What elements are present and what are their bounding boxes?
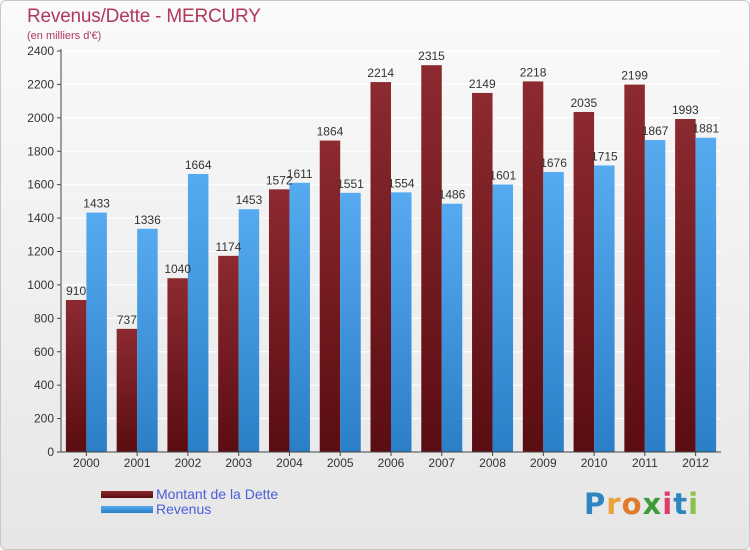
y-tick-label: 0 bbox=[47, 445, 54, 459]
data-label-dette: 2199 bbox=[621, 69, 648, 83]
chart-subtitle: (en milliers d'€) bbox=[27, 30, 102, 42]
data-label-dette: 1864 bbox=[317, 125, 344, 139]
data-label-revenus: 1336 bbox=[134, 213, 161, 227]
logo-letter: i bbox=[662, 487, 674, 521]
data-label-revenus: 1715 bbox=[591, 149, 618, 163]
data-label-revenus: 1551 bbox=[337, 177, 364, 191]
x-tick-label: 2007 bbox=[428, 456, 455, 470]
logo-letter: r bbox=[606, 487, 622, 521]
x-tick-label: 2001 bbox=[124, 456, 151, 470]
bar-dette bbox=[421, 65, 442, 452]
data-label-dette: 2214 bbox=[367, 66, 394, 80]
bar-dette bbox=[167, 278, 188, 452]
x-tick-label: 2004 bbox=[276, 456, 303, 470]
bar-dette bbox=[370, 82, 391, 452]
bar-revenus bbox=[391, 192, 412, 453]
bar-revenus bbox=[340, 192, 361, 452]
legend-swatch-dette bbox=[101, 491, 153, 498]
logo-letter: o bbox=[621, 487, 643, 521]
bar-revenus bbox=[137, 228, 158, 452]
data-label-revenus: 1554 bbox=[388, 176, 415, 190]
data-label-revenus: 1676 bbox=[540, 156, 567, 170]
data-label-dette: 1993 bbox=[672, 103, 699, 117]
x-tick-label: 2010 bbox=[581, 456, 608, 470]
y-tick-label: 600 bbox=[34, 345, 54, 359]
data-label-revenus: 1881 bbox=[693, 122, 720, 136]
y-tick-label: 2200 bbox=[27, 77, 54, 91]
x-tick-label: 2012 bbox=[682, 456, 709, 470]
bar-dette bbox=[218, 255, 239, 452]
data-label-revenus: 1611 bbox=[287, 167, 313, 181]
x-tick-label: 2003 bbox=[225, 456, 252, 470]
x-tick-label: 2009 bbox=[530, 456, 557, 470]
y-tick-label: 1200 bbox=[27, 245, 54, 259]
y-tick-label: 200 bbox=[34, 412, 54, 426]
bar-revenus bbox=[441, 203, 463, 452]
x-tick-label: 2008 bbox=[479, 456, 506, 470]
x-tick-label: 2002 bbox=[175, 456, 202, 470]
y-tick-label: 1800 bbox=[27, 144, 54, 158]
logo-letter: i bbox=[688, 487, 700, 521]
bar-revenus bbox=[644, 140, 666, 452]
bar-dette bbox=[319, 140, 341, 452]
logo-letter: x bbox=[642, 487, 663, 521]
data-label-revenus: 1867 bbox=[642, 124, 669, 138]
bar-revenus bbox=[492, 184, 514, 453]
data-label-revenus: 1433 bbox=[83, 197, 110, 211]
bar-revenus bbox=[187, 173, 209, 452]
y-tick-label: 1400 bbox=[27, 211, 54, 225]
bar-dette bbox=[624, 84, 645, 453]
bar-dette bbox=[268, 189, 290, 452]
y-tick-label: 800 bbox=[34, 311, 54, 325]
data-label-dette: 2149 bbox=[469, 77, 496, 91]
x-tick-label: 2006 bbox=[378, 456, 405, 470]
chart-title: Revenus/Dette - MERCURY bbox=[27, 6, 261, 27]
bar-revenus bbox=[543, 171, 564, 453]
data-label-revenus: 1664 bbox=[185, 158, 212, 172]
data-label-dette: 2035 bbox=[570, 96, 597, 110]
y-tick-label: 1000 bbox=[27, 278, 54, 292]
x-tick-label: 2011 bbox=[632, 456, 658, 470]
y-tick-label: 400 bbox=[34, 378, 54, 392]
bar-revenus bbox=[695, 137, 717, 452]
data-label-dette: 2315 bbox=[418, 49, 445, 63]
x-tick-label: 2000 bbox=[73, 456, 100, 470]
bar-revenus bbox=[86, 212, 107, 452]
proxiti-logo: Proxiti bbox=[584, 487, 699, 521]
data-label-dette: 737 bbox=[117, 313, 137, 327]
bar-dette bbox=[522, 81, 544, 452]
logo-letter: P bbox=[584, 487, 607, 521]
y-tick-label: 1600 bbox=[27, 178, 54, 192]
y-tick-label: 2000 bbox=[27, 111, 54, 125]
bar-dette bbox=[675, 119, 696, 452]
data-label-dette: 1040 bbox=[164, 262, 191, 276]
data-label-dette: 2218 bbox=[520, 65, 547, 79]
data-label-dette: 910 bbox=[66, 284, 86, 298]
logo-letter: t bbox=[673, 487, 689, 521]
legend-swatch-revenus bbox=[101, 506, 153, 513]
bar-revenus bbox=[238, 209, 260, 452]
bar-revenus bbox=[289, 182, 310, 453]
x-tick-label: 2005 bbox=[327, 456, 354, 470]
data-label-revenus: 1486 bbox=[439, 188, 466, 202]
bar-revenus bbox=[594, 165, 615, 452]
bar-dette bbox=[472, 92, 493, 452]
data-label-revenus: 1453 bbox=[236, 193, 263, 207]
data-label-dette: 1572 bbox=[266, 173, 293, 187]
bar-dette bbox=[116, 328, 138, 452]
y-tick-label: 2400 bbox=[27, 44, 54, 58]
legend-label-dette: Montant de la Dette bbox=[156, 486, 279, 502]
data-label-dette: 1174 bbox=[216, 240, 242, 254]
bar-dette bbox=[65, 299, 87, 452]
legend-label-revenus: Revenus bbox=[156, 501, 212, 517]
bar-dette bbox=[573, 111, 595, 453]
data-label-revenus: 1601 bbox=[489, 168, 516, 182]
